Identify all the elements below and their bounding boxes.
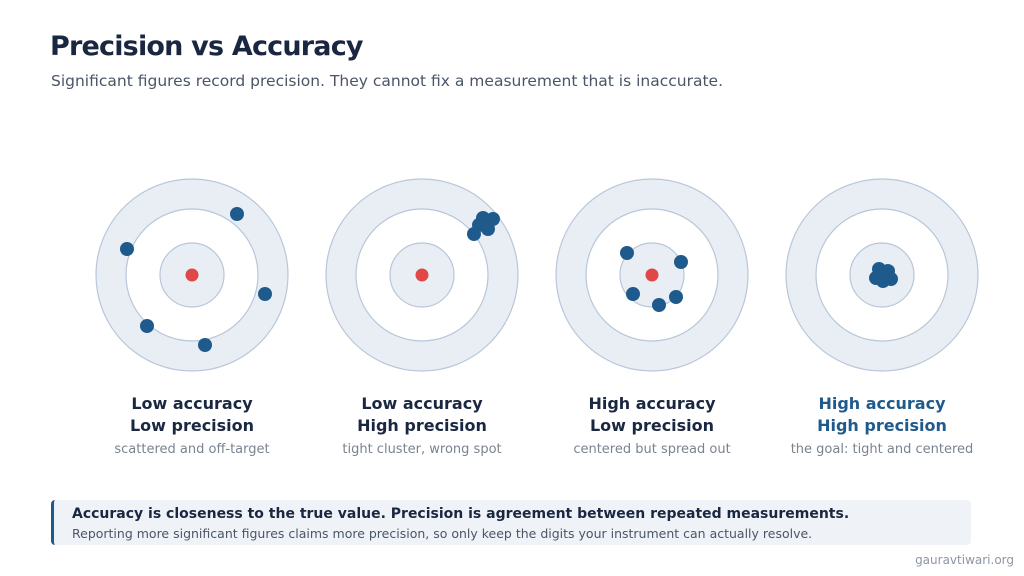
- shot-dot: [620, 246, 634, 260]
- site-credit: gauravtiwari.org: [915, 553, 1014, 567]
- panel-label-1: Low accuracy Low precision: [77, 393, 307, 437]
- callout-body: Reporting more significant figures claim…: [72, 526, 813, 541]
- panel-label-4: High accuracy High precision: [767, 393, 997, 437]
- precision-label: Low precision: [129, 416, 255, 435]
- precision-label: High precision: [357, 416, 487, 435]
- panel-label-3: High accuracy Low precision: [537, 393, 767, 437]
- target-1: [95, 178, 289, 372]
- page-subtitle: Significant figures record precision. Th…: [51, 72, 723, 90]
- target-3: [555, 178, 749, 372]
- panel-caption-2: tight cluster, wrong spot: [342, 442, 502, 457]
- panel-caption-1: scattered and off-target: [114, 442, 270, 457]
- shot-dot: [198, 338, 212, 352]
- shot-dot: [669, 290, 683, 304]
- accuracy-label: Low accuracy: [361, 394, 483, 413]
- panel-caption-4: the goal: tight and centered: [790, 442, 974, 457]
- definition-callout: Accuracy is closeness to the true value.…: [51, 500, 971, 545]
- panel-label-2: Low accuracy High precision: [307, 393, 537, 437]
- accuracy-label: High accuracy: [588, 394, 716, 413]
- precision-label: Low precision: [589, 416, 715, 435]
- shot-dot: [120, 242, 134, 256]
- precision-label: High precision: [817, 416, 947, 435]
- page-title: Precision vs Accuracy: [50, 31, 364, 62]
- shot-dot: [479, 219, 493, 233]
- bullseye-dot: [415, 268, 429, 282]
- shot-dot: [652, 298, 666, 312]
- accuracy-label: Low accuracy: [131, 394, 253, 413]
- shot-dot: [467, 227, 481, 241]
- shot-dot: [674, 255, 688, 269]
- shot-dot: [140, 319, 154, 333]
- shot-dot: [878, 268, 892, 282]
- target-2: [325, 178, 519, 372]
- bullseye-dot: [645, 268, 659, 282]
- targets-diagram: [95, 178, 979, 372]
- panel-caption-3: centered but spread out: [573, 442, 731, 457]
- shot-dot: [258, 287, 272, 301]
- shot-dot: [230, 207, 244, 221]
- accuracy-label: High accuracy: [818, 394, 946, 413]
- bullseye-dot: [185, 268, 199, 282]
- shot-dot: [626, 287, 640, 301]
- callout-title: Accuracy is closeness to the true value.…: [72, 506, 850, 522]
- target-4: [785, 178, 979, 372]
